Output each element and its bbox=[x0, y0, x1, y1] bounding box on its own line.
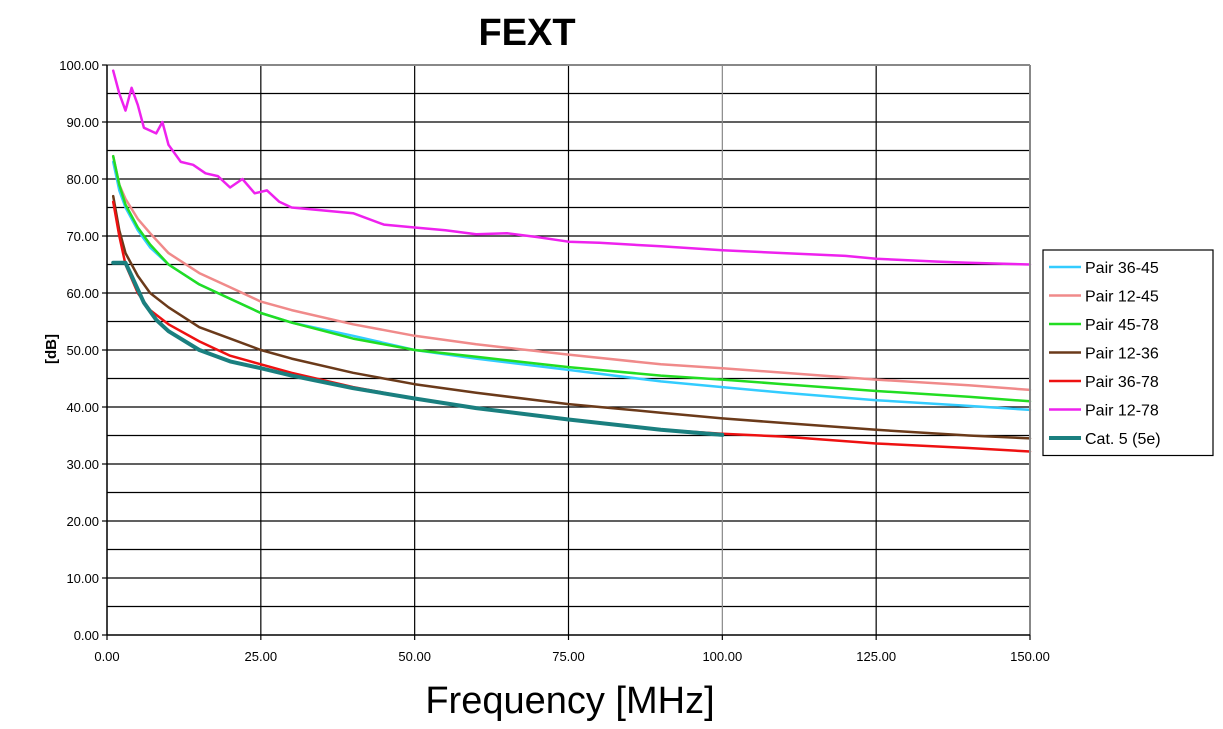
y-tick-label: 100.00 bbox=[59, 58, 99, 73]
x-axis-label: Frequency [MHz] bbox=[425, 680, 714, 722]
y-tick-label: 80.00 bbox=[66, 172, 99, 187]
y-tick-label: 40.00 bbox=[66, 400, 99, 415]
x-tick-label: 50.00 bbox=[398, 649, 431, 664]
y-tick-label: 60.00 bbox=[66, 286, 99, 301]
legend-label-pair-12-45: Pair 12-45 bbox=[1085, 289, 1159, 306]
y-tick-label: 20.00 bbox=[66, 514, 99, 529]
chart-title: FEXT bbox=[478, 12, 575, 54]
series-line-pair-12-36 bbox=[111, 194, 1032, 440]
y-tick-label: 90.00 bbox=[66, 115, 99, 130]
y-tick-label: 50.00 bbox=[66, 343, 99, 358]
series-lines bbox=[111, 69, 1032, 453]
series-line-cat-5-5e bbox=[111, 260, 725, 437]
grid bbox=[107, 65, 1030, 635]
legend-label-pair-36-45: Pair 36-45 bbox=[1085, 260, 1159, 277]
y-tick-label: 70.00 bbox=[66, 229, 99, 244]
series-line-pair-12-78 bbox=[111, 69, 1032, 266]
x-tick-label: 125.00 bbox=[856, 649, 896, 664]
x-tick-label: 75.00 bbox=[552, 649, 585, 664]
x-tick-label: 150.00 bbox=[1010, 649, 1050, 664]
y-tick-label: 10.00 bbox=[66, 571, 99, 586]
legend-label-pair-45-78: Pair 45-78 bbox=[1085, 317, 1159, 334]
legend: Pair 36-45 Pair 12-45 Pair 45-78 Pair 12-36… bbox=[1042, 249, 1214, 457]
axes: 0.00 10.00 20.00 30.00 40.00 50.00 60.00 70.00 8… bbox=[59, 58, 1050, 664]
legend-label-cat-5-5e: Cat. 5 (5e) bbox=[1085, 431, 1161, 448]
x-tick-label: 0.00 bbox=[94, 649, 119, 664]
y-tick-label: 30.00 bbox=[66, 457, 99, 472]
x-tick-label: 100.00 bbox=[702, 649, 742, 664]
series-line-pair-12-45 bbox=[111, 154, 1032, 392]
legend-label-pair-12-36: Pair 12-36 bbox=[1085, 346, 1159, 363]
legend-label-pair-12-78: Pair 12-78 bbox=[1085, 403, 1159, 420]
series-line-pair-36-45 bbox=[111, 160, 1032, 412]
legend-label-pair-36-78: Pair 36-78 bbox=[1085, 374, 1159, 391]
y-tick-label: 0.00 bbox=[74, 628, 99, 643]
y-axis-label: [dB] bbox=[43, 334, 60, 364]
x-tick-label: 25.00 bbox=[245, 649, 278, 664]
series-line-pair-45-78 bbox=[111, 154, 1032, 403]
